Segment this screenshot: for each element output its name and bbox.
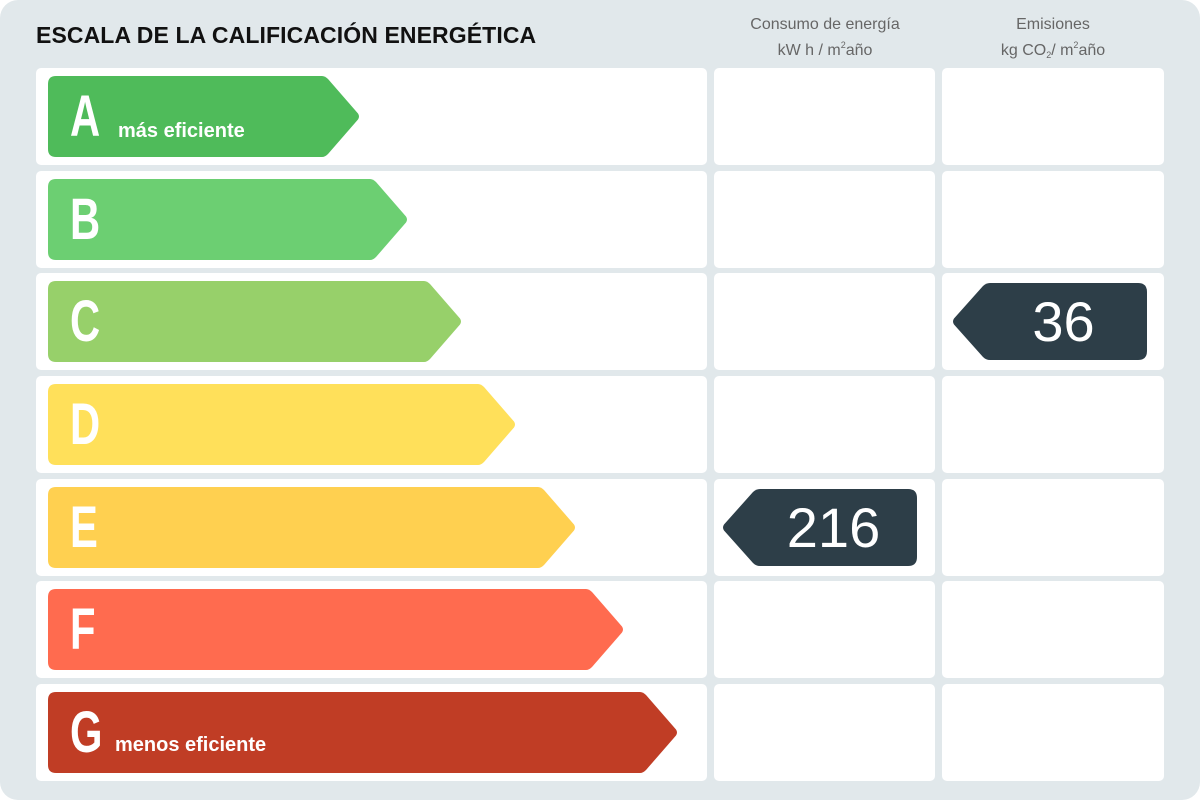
column-header-emisiones: Emisiones kg CO2/ m2año: [942, 14, 1164, 66]
arrow-shape-icon: [48, 384, 515, 465]
consumo-cell-f: [714, 581, 935, 678]
rating-letter: E: [70, 495, 98, 560]
rating-letter: B: [70, 187, 101, 252]
arrow-shape-icon: [48, 281, 461, 362]
arrow-shape-icon: [48, 179, 407, 260]
badge-shape-icon: [953, 283, 1147, 360]
rating-arrow-b: B: [48, 179, 408, 260]
rating-arrow-d: D: [48, 384, 516, 465]
rating-letter: F: [70, 597, 96, 662]
rating-arrow-c: C: [48, 281, 462, 362]
arrow-shape-icon: [48, 76, 359, 157]
consumo-cell-c: [714, 273, 935, 370]
consumo-header-line1: Consumo de energía: [750, 16, 900, 33]
emisiones-cell-a: [942, 68, 1164, 165]
emisiones-cell-d: [942, 376, 1164, 473]
emisiones-header-unit: kg CO2/ m2año: [1000, 40, 1106, 60]
consumo-header-unit: kW h / m2año: [777, 40, 873, 59]
column-header-consumo: Consumo de energía kW h / m2año: [714, 14, 936, 61]
emisiones-header-line1: Emisiones: [1016, 16, 1090, 33]
emisiones-value: 36: [1032, 290, 1095, 353]
rating-letter: D: [70, 392, 101, 457]
emisiones-cell-g: [942, 684, 1164, 781]
consumo-value: 216: [786, 496, 881, 559]
consumo-value-badge: 216: [722, 489, 917, 566]
arrow-shape-icon: [48, 487, 575, 568]
page-title: ESCALA DE LA CALIFICACIÓN ENERGÉTICA: [36, 22, 537, 48]
badge-shape-icon: [723, 489, 917, 566]
arrow-shape-icon: [48, 692, 677, 773]
consumo-cell-d: [714, 376, 935, 473]
rating-letter: G: [70, 700, 103, 765]
rating-letter: C: [70, 289, 101, 354]
consumo-cell-b: [714, 171, 935, 268]
emisiones-value-badge: 36: [952, 283, 1147, 360]
consumo-cell-a: [714, 68, 935, 165]
emisiones-cell-f: [942, 581, 1164, 678]
rating-letter: A: [70, 84, 101, 149]
arrow-shape-icon: [48, 589, 623, 670]
emisiones-cell-b: [942, 171, 1164, 268]
consumo-cell-g: [714, 684, 935, 781]
rating-arrow-e: E: [48, 487, 576, 568]
rating-sublabel: menos eficiente: [115, 734, 267, 756]
rating-sublabel: más eficiente: [118, 120, 245, 142]
rating-arrow-f: F: [48, 589, 624, 670]
emisiones-cell-e: [942, 479, 1164, 576]
